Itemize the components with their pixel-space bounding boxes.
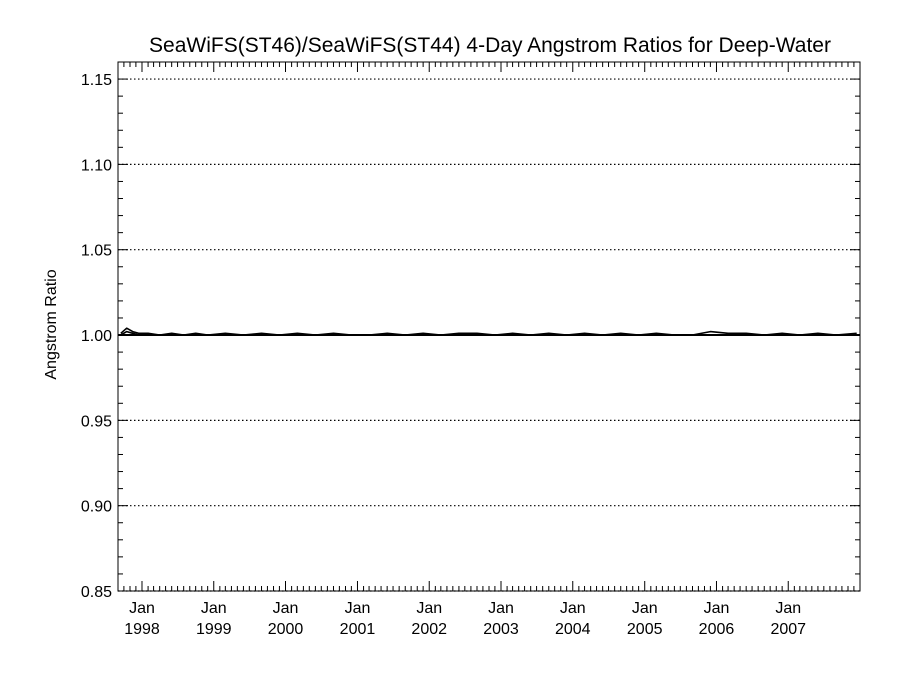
x-tick-label-year: 1999 [196, 621, 232, 638]
y-axis-ticks: 0.85 0.90 0.95 1.00 1.05 1.10 1.15 [81, 72, 860, 601]
x-tick-label-month: Jan [704, 600, 730, 617]
x-tick-label-year: 2000 [268, 621, 304, 638]
y-tick-label: 0.95 [81, 413, 112, 430]
y-tick-label: 1.00 [81, 328, 112, 345]
x-tick-label-year: 2007 [770, 621, 806, 638]
y-tick-label: 1.15 [81, 72, 112, 89]
y-tick-label: 1.10 [81, 157, 112, 174]
x-tick-label-month: Jan [416, 600, 442, 617]
x-tick-label-month: Jan [560, 600, 586, 617]
x-tick-label-month: Jan [775, 600, 801, 617]
series-line-1 [120, 327, 857, 336]
plot-frame [117, 61, 861, 592]
y-tick-label: 1.05 [81, 243, 112, 260]
y-tick-label: 0.90 [81, 499, 112, 516]
x-tick-label-year: 2005 [627, 621, 663, 638]
x-tick-label-month: Jan [201, 600, 227, 617]
series-line-2 [120, 330, 857, 336]
x-tick-label-year: 2003 [483, 621, 519, 638]
x-tick-label-month: Jan [632, 600, 658, 617]
x-tick-label-year: 2006 [699, 621, 735, 638]
x-tick-label-year: 2002 [411, 621, 447, 638]
minor-ticks [118, 61, 860, 591]
x-tick-label-month: Jan [345, 600, 371, 617]
x-axis-ticks: Jan 1998 Jan 1999 Jan 2000 Jan 2001 Jan 2002 Jan 20… [124, 62, 806, 638]
x-tick-label-year: 1998 [124, 621, 160, 638]
y-axis-label: Angstrom Ratio [43, 269, 60, 379]
x-tick-label-year: 2001 [340, 621, 376, 638]
x-tick-label-month: Jan [273, 600, 299, 617]
chart-title: SeaWiFS(ST46)/SeaWiFS(ST44) 4-Day Angstr… [149, 34, 831, 57]
x-tick-label-month: Jan [488, 600, 514, 617]
series-lines [120, 327, 857, 336]
y-tick-label: 0.85 [81, 584, 112, 601]
x-tick-label-month: Jan [129, 600, 155, 617]
x-tick-label-year: 2004 [555, 621, 591, 638]
